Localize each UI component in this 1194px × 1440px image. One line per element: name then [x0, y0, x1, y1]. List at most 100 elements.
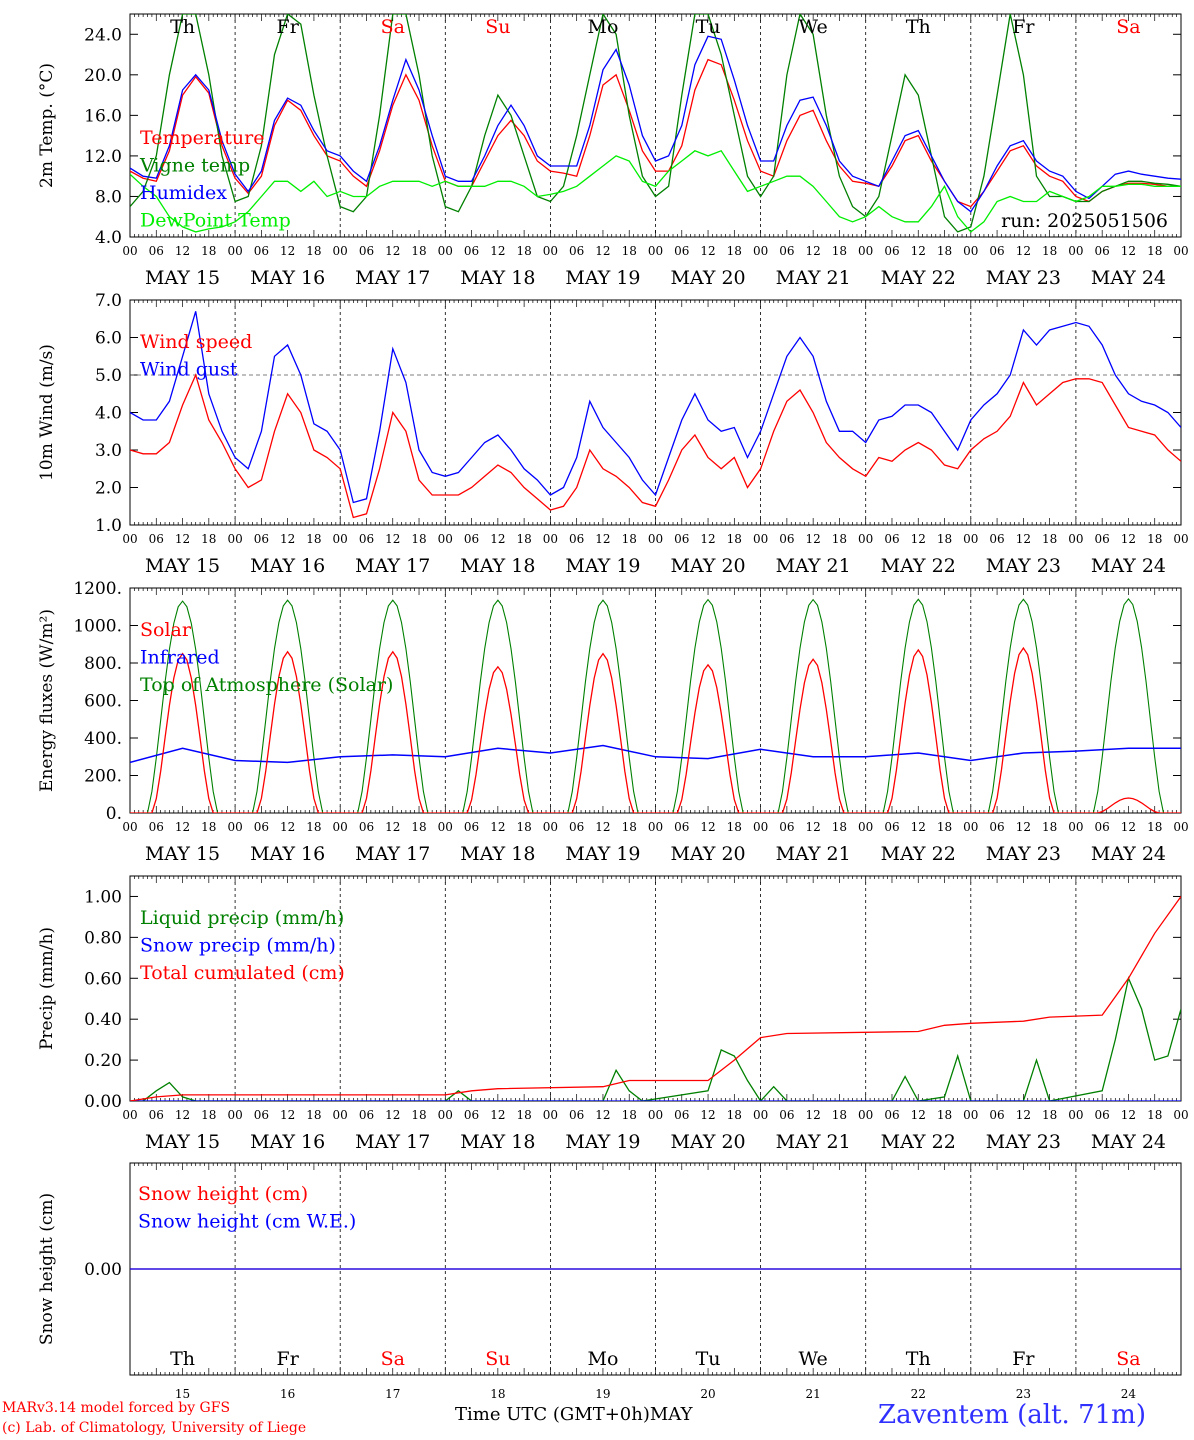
hour-tick-label: 06 — [779, 1108, 794, 1122]
y-tick-label: 4.0 — [95, 404, 122, 424]
hour-tick-label: 00 — [1173, 532, 1188, 546]
date-label: MAY 24 — [1091, 843, 1166, 865]
hour-tick-label: 12 — [595, 244, 610, 258]
hour-tick-label: 00 — [122, 820, 137, 834]
lab-credit: (c) Lab. of Climatology, University of L… — [2, 1420, 307, 1436]
day-name-label: Su — [485, 16, 510, 38]
hour-tick-label: 00 — [227, 244, 242, 258]
date-label: MAY 19 — [565, 555, 640, 577]
day-number-label: 15 — [175, 1387, 190, 1401]
hour-tick-label: 06 — [989, 1108, 1004, 1122]
hour-tick-label: 06 — [1095, 820, 1110, 834]
hour-tick-label: 06 — [674, 244, 689, 258]
day-number-label: 22 — [911, 1387, 926, 1401]
day-name-label: Sa — [1116, 1348, 1140, 1370]
hour-tick-label: 12 — [385, 1108, 400, 1122]
hour-tick-label: 12 — [385, 244, 400, 258]
hour-tick-label: 12 — [1016, 820, 1031, 834]
hour-tick-label: 12 — [595, 820, 610, 834]
y-tick-label: 800. — [84, 654, 122, 674]
date-label: MAY 21 — [776, 1131, 851, 1153]
date-label: MAY 24 — [1091, 267, 1166, 289]
day-name-label: Fr — [277, 1348, 300, 1370]
hour-tick-label: 06 — [779, 532, 794, 546]
hour-tick-label: 18 — [411, 532, 426, 546]
legend-entry: DewPoint Temp — [140, 210, 291, 232]
day-number-label: 18 — [490, 1387, 505, 1401]
day-number-label: 23 — [1016, 1387, 1031, 1401]
hour-tick-label: 18 — [622, 532, 637, 546]
date-label: MAY 20 — [670, 843, 745, 865]
hour-tick-label: 12 — [806, 820, 821, 834]
y-tick-label: 24.0 — [84, 25, 122, 45]
date-label: MAY 23 — [986, 555, 1061, 577]
hour-tick-label: 12 — [1016, 244, 1031, 258]
y-tick-label: 0. — [106, 804, 122, 824]
hour-tick-label: 18 — [832, 1108, 847, 1122]
date-label: MAY 23 — [986, 843, 1061, 865]
hour-tick-label: 00 — [1068, 820, 1083, 834]
hour-tick-label: 00 — [543, 1108, 558, 1122]
hour-tick-label: 00 — [438, 244, 453, 258]
date-label: MAY 22 — [881, 1131, 956, 1153]
hour-tick-label: 12 — [175, 532, 190, 546]
hour-tick-label: 06 — [779, 820, 794, 834]
date-label: MAY 16 — [250, 267, 325, 289]
day-name-label: Sa — [381, 1348, 405, 1370]
hour-tick-label: 06 — [989, 820, 1004, 834]
hour-tick-label: 00 — [543, 820, 558, 834]
hour-tick-label: 06 — [149, 532, 164, 546]
date-label: MAY 22 — [881, 267, 956, 289]
series-line-total-cumulated-cm — [130, 896, 1181, 1101]
hour-tick-label: 00 — [333, 532, 348, 546]
hour-tick-label: 00 — [543, 532, 558, 546]
hour-tick-label: 00 — [438, 532, 453, 546]
hour-tick-label: 12 — [280, 532, 295, 546]
day-name-label: Th — [906, 1348, 931, 1370]
hour-tick-label: 00 — [333, 820, 348, 834]
hour-tick-label: 06 — [674, 1108, 689, 1122]
hour-tick-label: 18 — [832, 820, 847, 834]
hour-tick-label: 00 — [1173, 1108, 1188, 1122]
hour-tick-label: 12 — [700, 1108, 715, 1122]
date-label: MAY 17 — [355, 843, 430, 865]
hour-tick-label: 12 — [806, 1108, 821, 1122]
hour-tick-label: 00 — [648, 820, 663, 834]
hour-tick-label: 18 — [1147, 244, 1162, 258]
hour-tick-label: 18 — [832, 244, 847, 258]
date-label: MAY 24 — [1091, 1131, 1166, 1153]
day-number-label: 17 — [385, 1387, 400, 1401]
hour-tick-label: 06 — [254, 1108, 269, 1122]
y-tick-label: 0.00 — [84, 1092, 122, 1112]
day-name-label: Tu — [696, 1348, 721, 1370]
legend-entry: Wind speed — [140, 331, 252, 353]
date-label: MAY 20 — [670, 555, 745, 577]
hour-tick-label: 00 — [963, 532, 978, 546]
y-tick-label: 7.0 — [95, 291, 122, 311]
hour-tick-label: 18 — [516, 244, 531, 258]
hour-tick-label: 18 — [727, 820, 742, 834]
hour-tick-label: 00 — [333, 1108, 348, 1122]
series-line-toa-solar — [130, 597, 1181, 813]
hour-tick-label: 00 — [1173, 244, 1188, 258]
hour-tick-label: 00 — [858, 820, 873, 834]
y-tick-label: 600. — [84, 692, 122, 712]
date-label: MAY 22 — [881, 843, 956, 865]
y-tick-label: 20.0 — [84, 66, 122, 86]
date-label: MAY 20 — [670, 267, 745, 289]
hour-tick-label: 06 — [674, 532, 689, 546]
hour-tick-label: 06 — [1095, 1108, 1110, 1122]
date-label: MAY 22 — [881, 555, 956, 577]
y-tick-label: 200. — [84, 767, 122, 787]
hour-tick-label: 06 — [149, 244, 164, 258]
legend-entry: Infrared — [140, 647, 220, 669]
hour-tick-label: 12 — [1121, 244, 1136, 258]
hour-tick-label: 18 — [306, 1108, 321, 1122]
date-label: MAY 17 — [355, 555, 430, 577]
hour-tick-label: 12 — [806, 532, 821, 546]
hour-tick-label: 06 — [989, 244, 1004, 258]
hour-tick-label: 12 — [175, 244, 190, 258]
legend-entry: Snow precip (mm/h) — [140, 935, 336, 957]
panel-frame — [129, 13, 1182, 238]
